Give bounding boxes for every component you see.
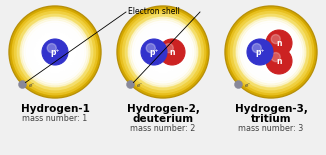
Circle shape	[135, 23, 191, 80]
Circle shape	[250, 31, 292, 73]
Circle shape	[41, 38, 69, 66]
Text: n: n	[169, 48, 175, 57]
Text: Hydrogen-1: Hydrogen-1	[21, 104, 89, 114]
Circle shape	[234, 81, 243, 89]
Circle shape	[10, 7, 100, 97]
Circle shape	[130, 19, 196, 85]
Circle shape	[243, 23, 300, 80]
Circle shape	[240, 21, 302, 83]
Circle shape	[9, 6, 101, 98]
Text: e⁻: e⁻	[244, 83, 251, 88]
Text: p⁺: p⁺	[255, 48, 265, 57]
Circle shape	[238, 19, 304, 85]
Text: n: n	[276, 39, 282, 48]
Circle shape	[21, 18, 90, 86]
Circle shape	[128, 17, 198, 87]
Text: Hydrogen-2,: Hydrogen-2,	[126, 104, 200, 114]
Circle shape	[226, 7, 316, 97]
Circle shape	[19, 81, 26, 89]
Text: Hydrogen-3,: Hydrogen-3,	[235, 104, 307, 114]
Circle shape	[34, 31, 76, 73]
Circle shape	[257, 38, 285, 66]
Circle shape	[266, 30, 292, 56]
Circle shape	[24, 21, 86, 83]
Circle shape	[120, 9, 206, 95]
Circle shape	[164, 44, 173, 53]
Text: n: n	[276, 57, 282, 66]
Circle shape	[266, 48, 292, 74]
Circle shape	[159, 39, 185, 65]
Circle shape	[149, 38, 177, 66]
Text: e⁻: e⁻	[28, 83, 35, 88]
Circle shape	[228, 9, 314, 95]
Text: mass number: 3: mass number: 3	[238, 124, 304, 133]
Text: tritium: tritium	[251, 114, 291, 124]
Circle shape	[225, 6, 317, 98]
Circle shape	[30, 27, 80, 77]
Circle shape	[236, 17, 306, 87]
Circle shape	[146, 44, 155, 53]
Circle shape	[22, 19, 88, 85]
Circle shape	[126, 81, 134, 89]
Circle shape	[132, 21, 194, 83]
Circle shape	[118, 7, 208, 97]
Circle shape	[240, 21, 302, 83]
Circle shape	[117, 6, 209, 98]
Text: mass number: 1: mass number: 1	[22, 114, 88, 123]
Text: e⁻: e⁻	[137, 83, 143, 88]
Circle shape	[246, 27, 296, 77]
Circle shape	[47, 44, 56, 53]
Circle shape	[123, 11, 203, 93]
Circle shape	[128, 18, 198, 86]
Circle shape	[42, 39, 68, 65]
Circle shape	[15, 11, 96, 93]
Circle shape	[271, 35, 280, 44]
Circle shape	[20, 17, 90, 87]
Text: deuterium: deuterium	[132, 114, 194, 124]
Circle shape	[141, 39, 167, 65]
Circle shape	[142, 31, 184, 73]
Text: Electron shell: Electron shell	[128, 7, 180, 16]
Circle shape	[236, 18, 305, 86]
Circle shape	[132, 21, 194, 83]
Circle shape	[12, 9, 98, 95]
Circle shape	[247, 39, 273, 65]
Circle shape	[125, 14, 201, 90]
Circle shape	[233, 14, 309, 90]
Text: mass number: 2: mass number: 2	[130, 124, 196, 133]
Text: p⁺: p⁺	[149, 48, 159, 57]
Circle shape	[24, 21, 86, 83]
Text: p⁺: p⁺	[50, 48, 60, 57]
Circle shape	[252, 44, 261, 53]
Circle shape	[230, 11, 311, 93]
Circle shape	[138, 27, 188, 77]
Circle shape	[271, 53, 280, 62]
Circle shape	[17, 14, 93, 90]
Circle shape	[26, 23, 83, 80]
